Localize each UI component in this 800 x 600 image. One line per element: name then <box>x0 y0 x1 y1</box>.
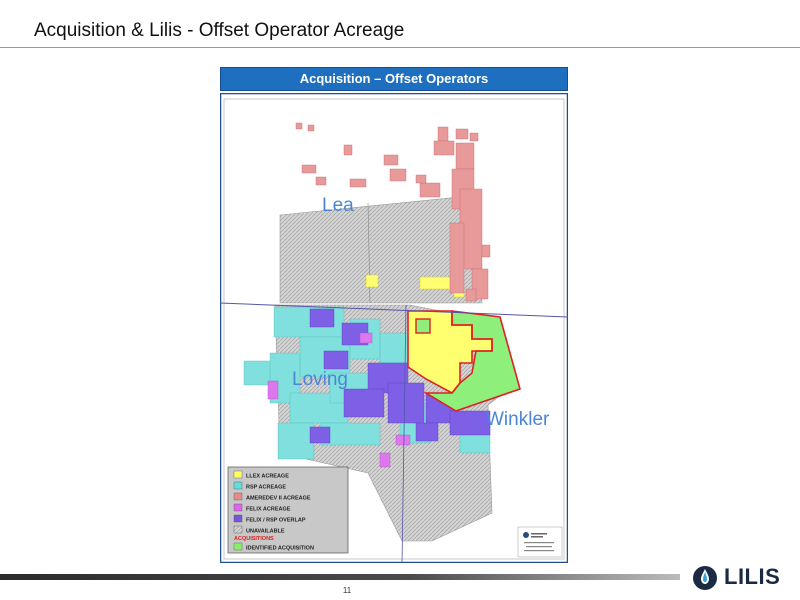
legend-swatch-felix <box>233 503 243 512</box>
lilis-logo: LILIS <box>690 562 794 592</box>
legend-swatch-unavailable <box>233 525 243 534</box>
title-divider <box>0 47 800 48</box>
legend-swatch-overlap <box>233 514 243 523</box>
ameredev-acreage <box>295 122 491 302</box>
lilis-logo-text: LILIS <box>724 564 781 589</box>
state-line <box>220 302 568 318</box>
map-inner-border <box>223 98 565 560</box>
legend-label-acquisition: IDENTIFIED ACQUISITION <box>246 546 314 552</box>
legend-swatch-llex <box>233 470 243 479</box>
page-number: 11 <box>342 586 352 595</box>
legend-swatch-rsp <box>233 481 243 490</box>
county-label-lea: Lea <box>322 195 354 216</box>
slide-title: Acquisition & Lilis - Offset Operator Ac… <box>34 20 405 41</box>
legend-acquisitions-heading: ACQUISITIONS <box>234 536 274 542</box>
county-label-loving: Loving <box>292 369 348 390</box>
legend-label-ameredev: AMEREDEV II ACREAGE <box>246 496 311 502</box>
map-legend: LLEX ACREAGE RSP ACREAGE AMEREDEV II ACR… <box>227 466 349 554</box>
lilis-logo-icon <box>693 566 717 590</box>
legend-label-llex: LLEX ACREAGE <box>246 474 289 480</box>
map-banner: Acquisition – Offset Operators <box>220 67 568 91</box>
legend-swatch-ameredev <box>233 492 243 501</box>
legend-label-rsp: RSP ACREAGE <box>246 485 286 491</box>
footer-bar <box>0 574 680 580</box>
legend-label-unavailable: UNAVAILABLE <box>246 529 285 535</box>
llex-inset-tract <box>415 318 431 334</box>
county-label-winkler: Winkler <box>486 409 550 430</box>
felix-rsp-overlap <box>309 308 491 444</box>
legend-label-felix: FELIX ACREAGE <box>246 507 291 513</box>
legend-label-overlap: FELIX / RSP OVERLAP <box>246 518 306 524</box>
llex-outline <box>407 310 493 395</box>
felix-acreage <box>267 332 411 468</box>
loving-winkler-line <box>401 304 407 563</box>
acreage-map: Lea Loving Winkler LLEX ACREAGE RSP ACRE… <box>220 93 568 563</box>
legend-swatch-acquisition <box>233 542 243 551</box>
map-title-block <box>517 526 563 558</box>
